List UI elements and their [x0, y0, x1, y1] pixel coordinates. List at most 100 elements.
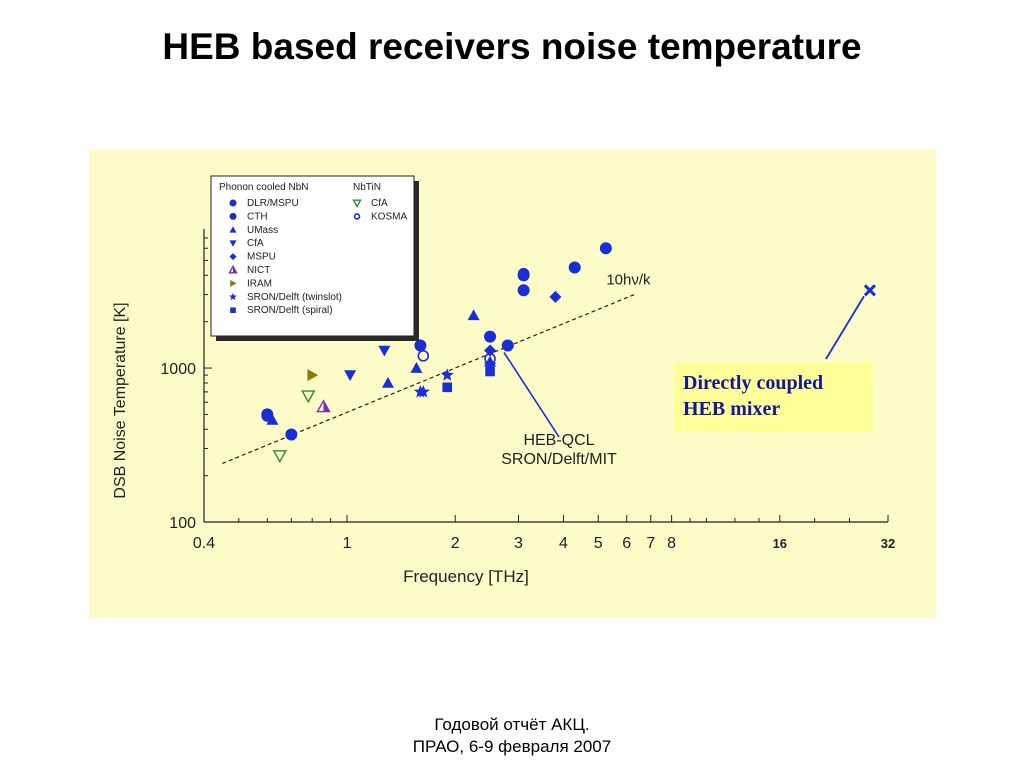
- data-point: [549, 290, 562, 303]
- marker-shape: [599, 242, 612, 255]
- x-axis-label: Frequency [THz]: [403, 567, 529, 586]
- direct-mixer-label: Directly coupled: [683, 372, 823, 394]
- legend-marker: [229, 212, 237, 220]
- x-tick-label: 32: [881, 536, 895, 551]
- data-point: [568, 261, 581, 274]
- marker-shape: [307, 369, 319, 382]
- legend-header: NbTiN: [353, 182, 381, 193]
- data-point: [272, 450, 287, 464]
- footer-line-2: ПРАО, 6-9 февраля 2007: [412, 737, 612, 756]
- marker-shape: [484, 344, 497, 357]
- data-point: [410, 362, 423, 373]
- legend-entry-label: SRON/Delft (spiral): [247, 305, 333, 316]
- data-point: [266, 413, 279, 425]
- chart-panel: 0.4 1 2 3 4 5 6 7 8 16 32 100 1000 Frequency [THz] DSB…: [89, 149, 936, 618]
- data-point: [485, 366, 495, 377]
- marker-shape: [442, 382, 453, 393]
- data-point: [316, 399, 331, 413]
- data-point: [414, 339, 427, 352]
- x-tick-label: 0.4: [193, 535, 215, 552]
- marker-shape: [414, 339, 427, 352]
- reference-line: [222, 294, 635, 465]
- marker-shape: [410, 362, 423, 373]
- data-point: [442, 382, 453, 393]
- slide-title: HEB based receivers noise temperature: [162, 26, 862, 67]
- legend-entry-label: MSPU: [247, 252, 276, 263]
- legend-marker: [353, 213, 361, 220]
- data-point-direct-mixer: [863, 284, 876, 297]
- marker-shape: [229, 240, 237, 247]
- marker-shape: [353, 213, 361, 220]
- marker-shape: [229, 292, 237, 301]
- legend-entry-label: NICT: [247, 265, 270, 276]
- marker-shape: [484, 330, 497, 343]
- legend-marker: [230, 307, 236, 313]
- data-point: [285, 428, 298, 441]
- data-point: [484, 344, 497, 357]
- marker-shape: [863, 284, 876, 297]
- y-tick-label: 1000: [160, 361, 196, 378]
- marker-shape: [229, 226, 237, 233]
- legend-entry-label: UMass: [247, 225, 278, 236]
- data-point: [417, 350, 430, 362]
- legend-marker: [229, 226, 237, 233]
- legend-marker: [229, 199, 237, 207]
- marker-shape: [229, 212, 237, 220]
- marker-shape: [285, 428, 298, 441]
- reference-line-label: 10hν/k: [606, 272, 651, 289]
- data-point: [381, 376, 394, 388]
- marker-shape: [323, 400, 330, 412]
- footer-line-1: Годовой отчёт АКЦ.: [434, 715, 590, 734]
- x-tick-label: 7: [646, 535, 655, 552]
- marker-shape: [272, 450, 287, 464]
- marker-shape: [416, 385, 430, 398]
- x-tick-label: 4: [559, 535, 568, 552]
- marker-shape: [233, 266, 237, 273]
- legend-entry-label: CfA: [247, 238, 264, 249]
- marker-shape: [301, 390, 316, 404]
- legend-entry-label: DLR/MSPU: [247, 198, 299, 209]
- x-tick-label: 16: [773, 536, 787, 551]
- data-point: [517, 284, 530, 297]
- marker-shape: [266, 413, 279, 425]
- x-tick-label: 6: [622, 535, 631, 552]
- legend-entry-label: CfA: [371, 198, 388, 209]
- legend-box: [210, 175, 415, 337]
- legend-marker: [229, 292, 237, 301]
- data-point: [378, 345, 391, 357]
- x-tick-label: 8: [667, 535, 676, 552]
- marker-shape: [417, 350, 430, 362]
- footer: Годовой отчёт АКЦ. ПРАО, 6-9 февраля 200…: [0, 714, 1024, 758]
- heb-qcl-pointer: [503, 352, 560, 438]
- marker-shape: [230, 279, 237, 287]
- heb-qcl-label: SRON/Delft/MIT: [501, 451, 617, 468]
- marker-shape: [568, 261, 581, 274]
- y-axis-label: DSB Noise Temperature [K]: [112, 302, 129, 498]
- x-tick-label: 2: [451, 535, 460, 552]
- marker-shape: [549, 290, 562, 303]
- data-point: [301, 390, 316, 404]
- marker-shape: [352, 199, 362, 208]
- marker-shape: [517, 284, 530, 297]
- data-point: [307, 369, 319, 382]
- legend-marker: [230, 279, 237, 287]
- data-point: [416, 385, 430, 398]
- legend-marker: [229, 253, 237, 261]
- x-tick-label: 1: [343, 535, 352, 552]
- direct-mixer-callout: [674, 362, 873, 432]
- y-tick-label: 100: [169, 515, 196, 532]
- marker-shape: [501, 339, 514, 352]
- marker-shape: [381, 376, 394, 388]
- data-point: [344, 370, 357, 382]
- marker-shape: [485, 366, 495, 377]
- marker-shape: [440, 368, 454, 381]
- x-tick-label: 5: [594, 535, 603, 552]
- legend-header: Phonon cooled NbN: [219, 182, 309, 193]
- marker-shape: [344, 370, 357, 382]
- legend-marker: [229, 240, 237, 247]
- data-point: [484, 330, 497, 343]
- heb-qcl-label: HEB-QCL: [523, 432, 594, 449]
- legend-entry-label: KOSMA: [371, 211, 407, 222]
- direct-mixer-pointer: [825, 295, 865, 360]
- direct-mixer-label: HEB mixer: [683, 398, 780, 420]
